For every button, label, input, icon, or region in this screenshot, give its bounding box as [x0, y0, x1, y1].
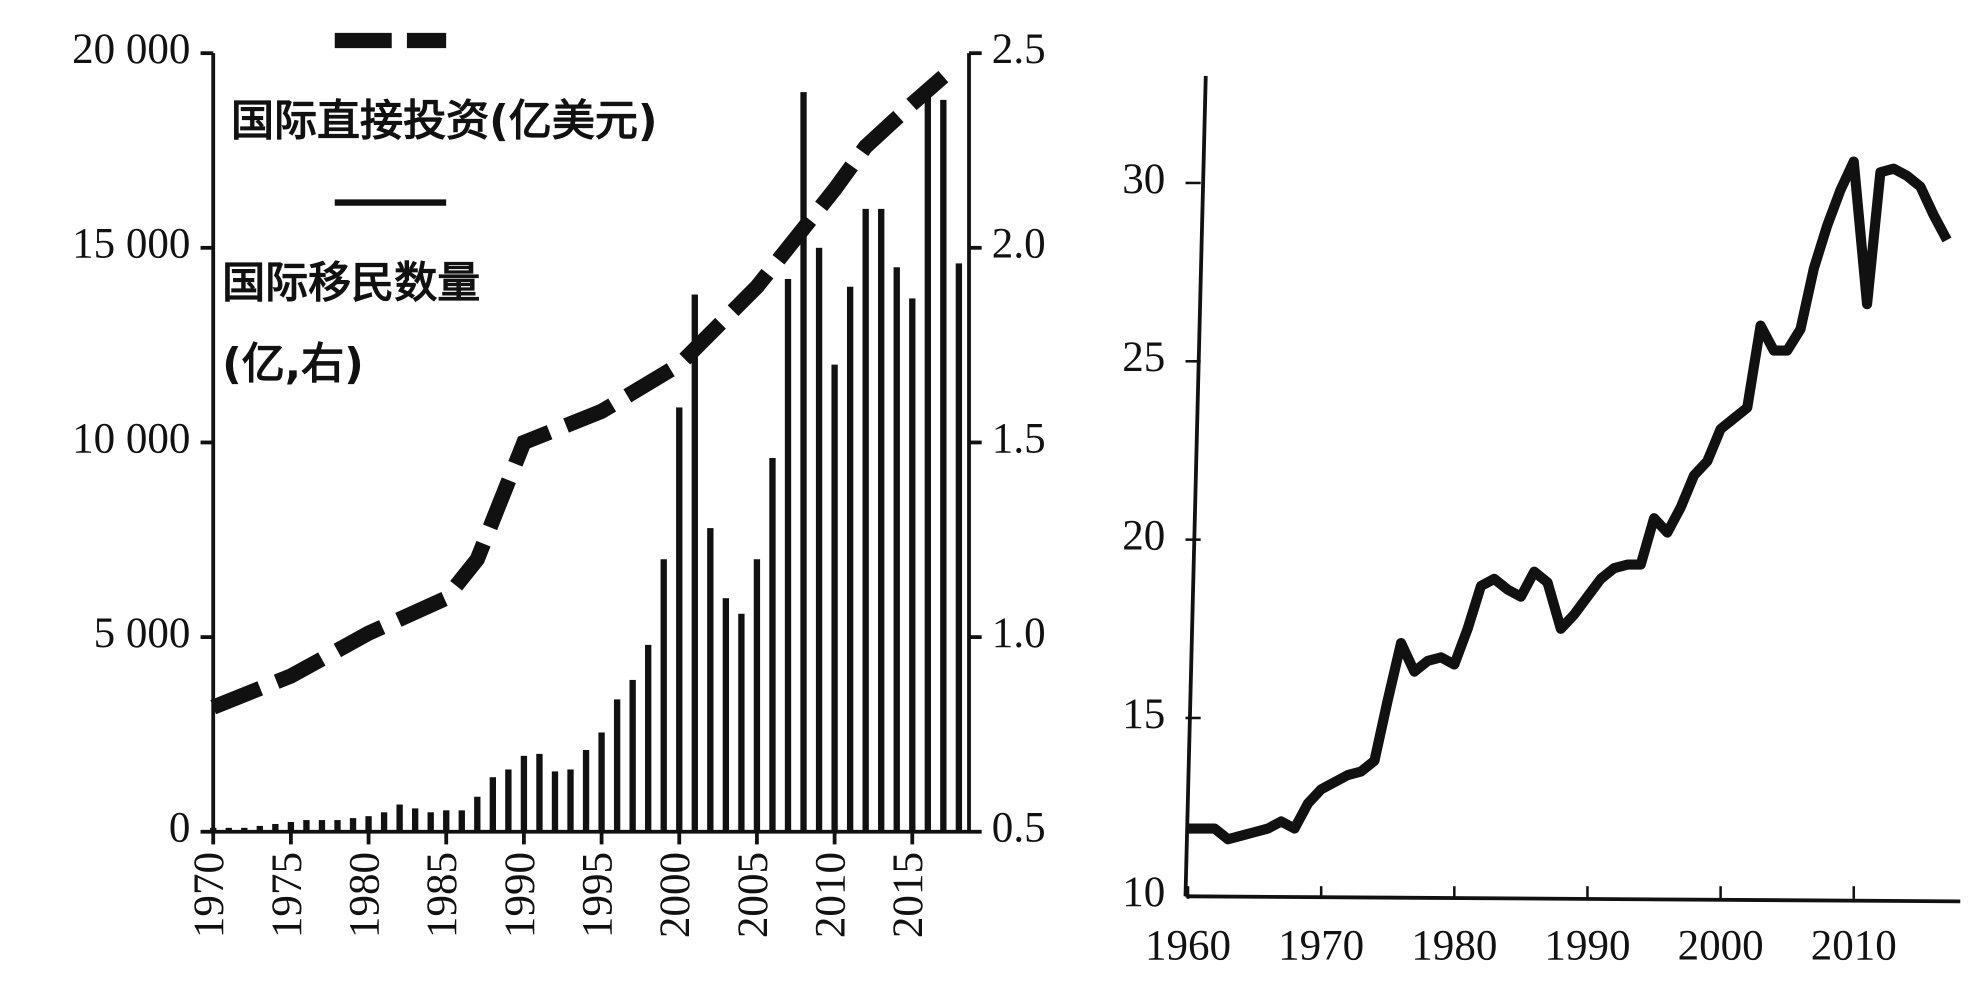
x-tick-label: 2010 — [807, 852, 854, 938]
x-tick-label: 2015 — [885, 852, 932, 938]
bar — [660, 559, 667, 832]
bar — [287, 822, 295, 832]
bar — [380, 812, 388, 832]
y-tick-label: 20 000 — [72, 26, 190, 73]
bar — [443, 810, 450, 832]
bar — [598, 732, 605, 832]
bar — [536, 753, 543, 832]
bar — [272, 823, 279, 832]
y2-tick-label: 2.5 — [992, 26, 1046, 73]
x-tick-label: 1970 — [1278, 922, 1364, 969]
bar — [955, 263, 963, 832]
bar — [676, 407, 683, 832]
bar — [722, 598, 730, 832]
bar — [225, 827, 232, 832]
bar — [412, 808, 419, 832]
bar — [303, 820, 310, 832]
bar — [551, 771, 559, 832]
bar — [738, 613, 745, 832]
bar — [831, 364, 838, 832]
bar — [489, 777, 497, 832]
bar — [924, 95, 931, 832]
y-tick-label: 10 000 — [72, 415, 190, 462]
bar — [940, 99, 947, 832]
bar — [241, 827, 248, 832]
bar — [707, 528, 714, 832]
bar — [800, 92, 807, 832]
x-tick-label: 1990 — [1544, 922, 1630, 969]
x-tick-label: 1980 — [1411, 922, 1497, 969]
x-tick-label: 1995 — [574, 852, 621, 938]
bar — [520, 755, 528, 832]
bar — [645, 644, 652, 832]
x-tick-label: 2010 — [1811, 922, 1897, 969]
y-tick-label: 30 — [1122, 156, 1165, 203]
x-tick-label: 1975 — [264, 852, 311, 938]
bar — [893, 267, 900, 832]
bar — [878, 208, 885, 832]
bar — [567, 769, 574, 832]
bar — [210, 827, 217, 832]
x-tick-label: 2000 — [652, 852, 699, 938]
bar — [505, 769, 512, 832]
legend-note: (亿,右) — [222, 340, 364, 390]
y-tick-label: 15 000 — [72, 221, 190, 268]
bar — [846, 286, 854, 832]
x-tick-label: 1980 — [341, 852, 388, 938]
x-tick-label: 2005 — [730, 852, 777, 938]
legend-label: 国际移民数量 — [222, 259, 480, 309]
bar — [582, 750, 590, 832]
line-series — [210, 70, 949, 715]
y-tick-label: 20 — [1122, 513, 1165, 560]
bar — [349, 818, 357, 832]
bar — [629, 679, 636, 832]
y-tick-label: 15 — [1122, 691, 1165, 738]
y2-tick-label: 2.0 — [992, 221, 1046, 268]
bar — [365, 816, 372, 832]
x-tick-label: 1970 — [186, 852, 233, 938]
x-tick-label: 2000 — [1678, 922, 1764, 969]
x-tick-label: 1985 — [419, 852, 466, 938]
bar — [427, 812, 434, 832]
y-tick-label: 0 — [169, 805, 191, 852]
bar — [691, 294, 698, 832]
y-tick-label: 5 000 — [94, 610, 191, 657]
x-tick-label: 1990 — [497, 852, 544, 938]
x-axis — [1188, 894, 1961, 904]
bar — [613, 699, 621, 832]
bar — [769, 458, 776, 832]
y-tick-label: 25 — [1122, 334, 1165, 381]
bar — [909, 298, 916, 832]
y2-tick-label: 1.0 — [992, 610, 1046, 657]
bar — [396, 804, 403, 832]
bar — [256, 825, 263, 832]
y-tick-label: 10 — [1122, 869, 1165, 916]
bar — [862, 208, 869, 832]
y-axis — [1183, 75, 1208, 897]
x-tick-label: 1960 — [1145, 922, 1231, 969]
line-series — [1188, 156, 1952, 845]
y2-tick-label: 1.5 — [992, 415, 1046, 462]
y2-tick-label: 0.5 — [992, 805, 1046, 852]
bar — [784, 278, 792, 832]
bar — [474, 796, 481, 832]
bar — [753, 559, 761, 832]
legend-label: 国际直接投资(亿美元) — [231, 97, 658, 147]
bar — [318, 820, 326, 832]
bar — [815, 247, 823, 832]
bar — [458, 810, 465, 832]
bar — [334, 820, 341, 832]
